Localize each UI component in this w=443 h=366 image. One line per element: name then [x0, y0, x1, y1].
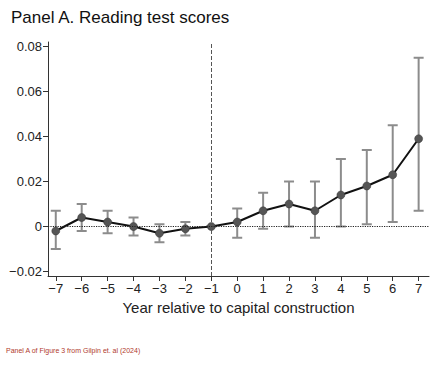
svg-text:5: 5 — [363, 281, 370, 296]
svg-text:7: 7 — [415, 281, 422, 296]
svg-text:1: 1 — [260, 281, 267, 296]
svg-text:0.04: 0.04 — [17, 129, 42, 144]
svg-text:−2: −2 — [178, 281, 193, 296]
svg-text:0: 0 — [35, 219, 42, 234]
svg-text:0.06: 0.06 — [17, 84, 42, 99]
svg-text:0.02: 0.02 — [17, 174, 42, 189]
svg-text:Panel A of Figure 3 from Gilpi: Panel A of Figure 3 from Gilpin et. al (… — [6, 347, 140, 355]
svg-text:−7: −7 — [48, 281, 63, 296]
svg-text:−0.02: −0.02 — [9, 264, 42, 279]
svg-text:−6: −6 — [74, 281, 89, 296]
svg-text:0.08: 0.08 — [17, 39, 42, 54]
svg-text:6: 6 — [389, 281, 396, 296]
svg-text:0: 0 — [234, 281, 241, 296]
svg-text:−3: −3 — [152, 281, 167, 296]
svg-text:Year relative to capital const: Year relative to capital construction — [122, 299, 354, 316]
svg-text:−4: −4 — [126, 281, 141, 296]
svg-text:−5: −5 — [100, 281, 115, 296]
svg-text:3: 3 — [311, 281, 318, 296]
svg-text:Panel A. Reading test scores: Panel A. Reading test scores — [11, 8, 229, 27]
svg-text:2: 2 — [285, 281, 292, 296]
svg-text:−1: −1 — [204, 281, 219, 296]
svg-text:4: 4 — [337, 281, 344, 296]
